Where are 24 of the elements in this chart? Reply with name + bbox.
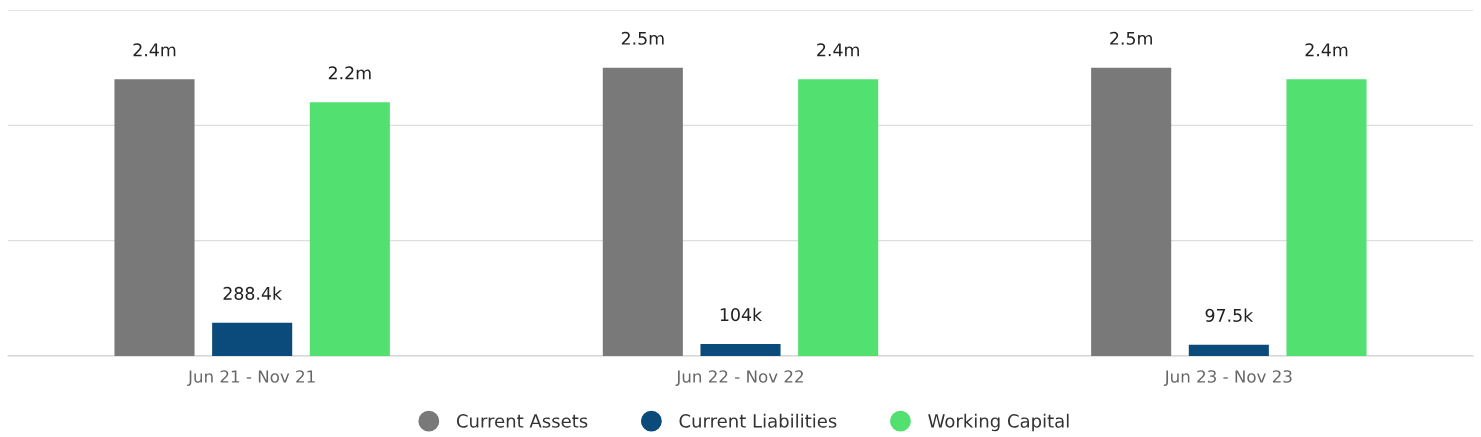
data-label: 2.5m: [621, 31, 664, 45]
x-tick-label: Jun 23 - Nov 23: [1163, 370, 1292, 386]
bar: [1188, 344, 1269, 356]
data-label: 104k: [720, 307, 763, 322]
legend-label: Working Capital: [928, 413, 1069, 432]
bar: [602, 67, 683, 356]
data-label: 2.2m: [328, 66, 371, 80]
bar: [114, 79, 195, 356]
bar: [309, 102, 390, 356]
bar: [798, 79, 879, 356]
data-label: 2.4m: [133, 43, 176, 57]
bar: [1286, 79, 1367, 356]
legend-label: Current Liabilities: [679, 413, 837, 428]
data-label: 2.5m: [1110, 31, 1152, 45]
x-tick-label: Jun 21 - Nov 21: [187, 370, 315, 386]
legend-label: Current Assets: [456, 414, 588, 428]
x-tick-label: Jun 22 - Nov 22: [675, 370, 803, 386]
data-label: 288.4k: [223, 286, 282, 300]
data-label: 2.4m: [817, 43, 859, 57]
data-label: 97.5k: [1205, 308, 1254, 322]
bar: [212, 322, 293, 356]
bar: [700, 344, 781, 356]
bar: [1091, 67, 1172, 356]
data-label: 2.4m: [1305, 43, 1348, 57]
